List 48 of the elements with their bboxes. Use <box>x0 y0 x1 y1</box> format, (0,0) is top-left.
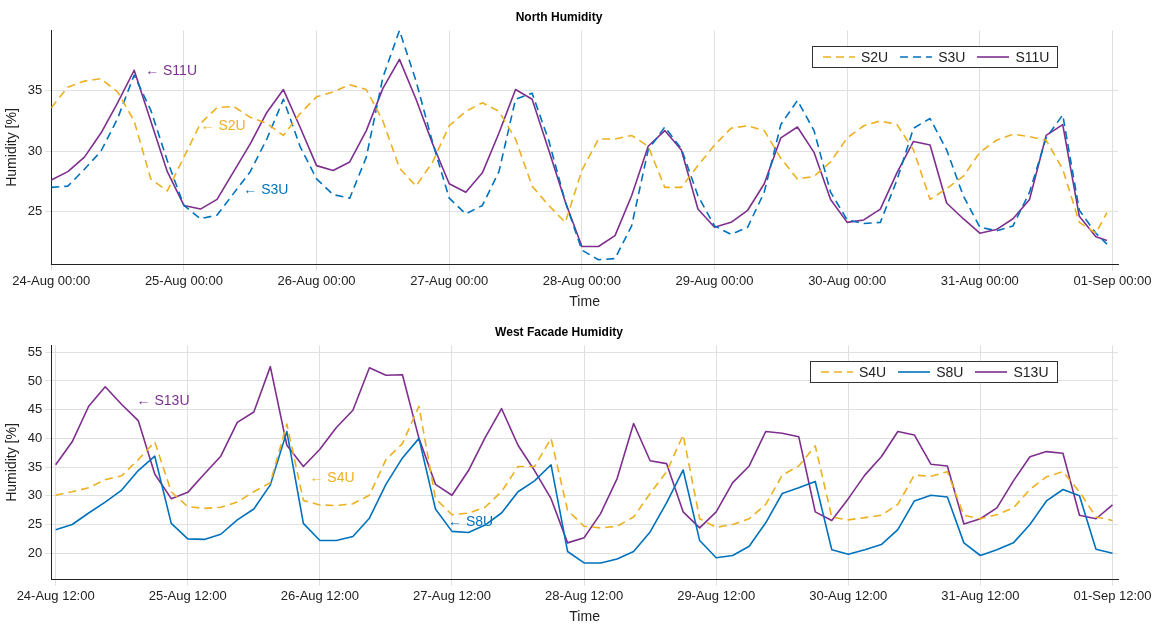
annotation: ← S3U <box>243 180 289 197</box>
y-tick-label: 30 <box>27 487 43 503</box>
x-axis-title: Time <box>569 293 601 310</box>
y-tick-label: 20 <box>27 544 43 560</box>
y-tick-label: 50 <box>27 372 43 388</box>
legend-label: S4U <box>859 364 887 381</box>
y-axis-title: Humidity [%] <box>3 108 20 187</box>
x-tick-label: 25-Aug 12:00 <box>148 587 227 603</box>
annotation: ← S8U <box>448 513 494 530</box>
y-axis-title: Humidity [%] <box>3 423 20 502</box>
chart-title: North Humidity <box>515 9 603 24</box>
legend-label: S13U <box>1013 364 1049 381</box>
y-tick-label: 55 <box>27 343 43 359</box>
legend-label: S11U <box>1015 49 1050 66</box>
y-tick-label: 40 <box>27 429 43 445</box>
annotation: ← S4U <box>309 468 355 485</box>
x-tick-label: 26-Aug 12:00 <box>280 587 359 603</box>
x-tick-label: 24-Aug 00:00 <box>12 272 91 288</box>
x-tick-label: 30-Aug 00:00 <box>808 272 887 288</box>
x-tick-label: 31-Aug 12:00 <box>941 587 1020 603</box>
x-tick-label: 25-Aug 00:00 <box>144 272 223 288</box>
x-tick-label: 29-Aug 12:00 <box>677 587 756 603</box>
chart-title: West Facade Humidity <box>495 324 624 339</box>
legend-label: S3U <box>938 49 966 66</box>
x-axis-title: Time <box>569 608 601 625</box>
x-tick-label: 29-Aug 00:00 <box>675 272 754 288</box>
x-tick-label: 30-Aug 12:00 <box>809 587 888 603</box>
x-tick-label: 26-Aug 00:00 <box>277 272 356 288</box>
annotation: ← S13U <box>136 391 190 408</box>
x-tick-label: 31-Aug 00:00 <box>940 272 1019 288</box>
x-tick-label: 01-Sep 00:00 <box>1073 272 1152 288</box>
y-tick-label: 25 <box>27 203 43 219</box>
legend-label: S2U <box>861 49 889 66</box>
annotation: ← S2U <box>200 117 246 134</box>
x-tick-label: 28-Aug 12:00 <box>545 587 624 603</box>
legend-label: S8U <box>936 364 964 381</box>
x-tick-label: 28-Aug 00:00 <box>542 272 621 288</box>
annotation: ← S11U <box>145 62 198 79</box>
y-tick-label: 30 <box>27 142 43 158</box>
x-tick-label: 27-Aug 12:00 <box>412 587 492 603</box>
y-tick-label: 25 <box>27 516 43 532</box>
x-tick-label: 27-Aug 00:00 <box>410 272 489 288</box>
x-tick-label: 01-Sep 12:00 <box>1073 587 1152 603</box>
x-tick-label: 24-Aug 12:00 <box>16 587 95 603</box>
line-series <box>54 405 1114 529</box>
y-tick-label: 35 <box>27 458 43 474</box>
y-tick-label: 35 <box>27 82 43 98</box>
y-tick-label: 45 <box>27 401 43 417</box>
